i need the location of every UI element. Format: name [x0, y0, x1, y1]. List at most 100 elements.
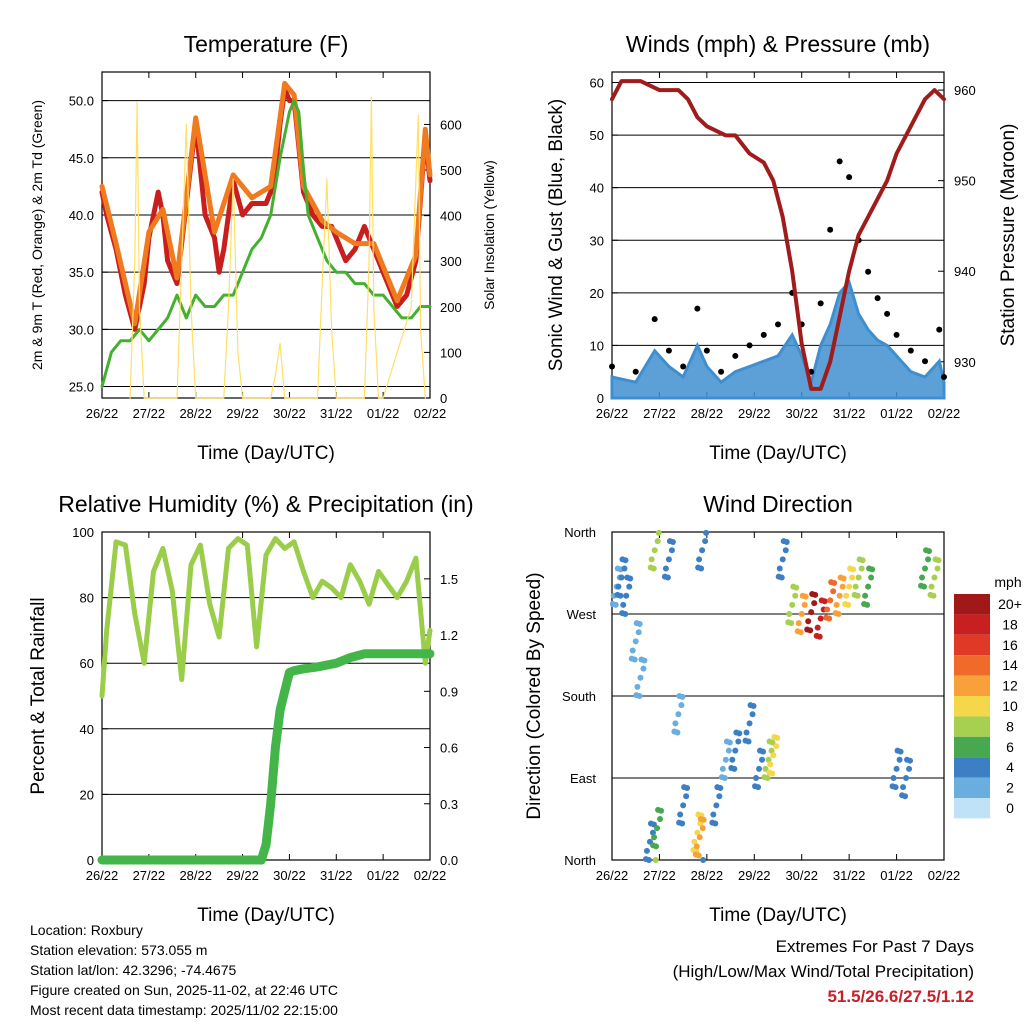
direction-point	[626, 583, 633, 590]
direction-point	[725, 747, 732, 754]
y-tick-label: 45.0	[69, 151, 94, 166]
y-right-tick-label: 0.9	[440, 684, 458, 699]
x-axis-label: Time (Day/UTC)	[709, 443, 847, 464]
legend-label: 8	[1006, 718, 1014, 734]
series-rh	[99, 536, 433, 699]
direction-point	[679, 693, 686, 700]
legend-label: 0	[1006, 800, 1014, 816]
direction-point	[634, 683, 641, 690]
direction-point	[812, 591, 819, 598]
direction-point	[699, 825, 706, 832]
legend-swatch	[954, 777, 990, 798]
chart-title: Winds (mph) & Pressure (mb)	[626, 31, 930, 57]
chart-title: Temperature (F)	[184, 31, 349, 57]
direction-point	[695, 852, 702, 859]
direction-point	[621, 565, 628, 572]
x-tick-label: 31/22	[320, 406, 353, 421]
direction-point	[795, 620, 802, 627]
legend-swatch	[954, 634, 990, 656]
y-tick-label: North	[564, 853, 596, 868]
gust-point	[760, 331, 767, 338]
gust-point	[746, 342, 753, 349]
direction-point	[902, 793, 909, 800]
direction-point	[890, 775, 897, 781]
direction-point	[645, 857, 652, 863]
direction-point	[764, 775, 771, 781]
direction-point	[627, 575, 634, 582]
direction-point	[767, 761, 774, 768]
direction-point	[783, 539, 790, 546]
direction-point	[629, 647, 636, 654]
direction-point	[865, 583, 872, 590]
series-pressure	[610, 79, 946, 391]
direction-point	[776, 565, 783, 572]
y-tick-label: 40	[80, 722, 94, 737]
legend-swatch	[954, 736, 990, 758]
plot-frame	[611, 71, 945, 399]
x-tick-label: 29/22	[226, 406, 259, 421]
y-tick-label: West	[567, 607, 597, 622]
direction-point	[622, 557, 629, 564]
y-tick-label: 0	[87, 853, 94, 868]
direction-point	[678, 702, 685, 709]
direction-point	[721, 775, 728, 781]
direction-point	[640, 665, 647, 672]
extremes-block: Extremes For Past 7 Days (High/Low/Max W…	[673, 934, 974, 1009]
gust-point	[874, 295, 881, 302]
direction-point	[862, 592, 869, 599]
direction-point	[657, 816, 664, 822]
direction-point	[612, 601, 619, 608]
x-tick-label: 27/22	[133, 868, 166, 883]
panel-winds: Winds (mph) & Pressure (mb) Time (Day/UTC…	[546, 31, 1019, 464]
direction-point	[892, 784, 899, 791]
y-axis-label: 2m & 9m T (Red, Orange) & 2m Td (Green)	[29, 100, 45, 370]
direction-point	[807, 627, 814, 634]
direction-point	[750, 703, 757, 710]
y-tick-label: 40	[590, 181, 604, 196]
direction-point	[691, 838, 698, 845]
station-location: Location: Roxbury	[30, 922, 143, 938]
y-tick-label: South	[562, 689, 596, 704]
direction-point	[680, 802, 687, 809]
x-axis-label: Time (Day/UTC)	[197, 443, 335, 464]
direction-point	[658, 807, 665, 814]
extremes-title: Extremes For Past 7 Days	[775, 937, 974, 956]
direction-point	[935, 557, 942, 564]
x-tick-label: 29/22	[226, 868, 259, 883]
y-right-tick-label: 0.3	[440, 797, 458, 812]
x-tick-label: 30/22	[273, 868, 306, 883]
direction-point	[907, 757, 914, 764]
direction-point	[622, 611, 629, 617]
gust-point	[817, 300, 824, 307]
x-tick-label: 30/22	[785, 868, 818, 883]
direction-point	[808, 609, 815, 616]
direction-point	[683, 793, 690, 800]
panel-temperature: Temperature (F) Time (Day/UTC) 26/22 27/22 2…	[29, 31, 497, 464]
y-right-tick-label: 0.0	[440, 853, 458, 868]
legend-swatch	[954, 696, 990, 717]
x-tick-label: 26/22	[596, 868, 629, 883]
x-tick-label: 29/22	[738, 406, 771, 421]
direction-point	[753, 775, 760, 781]
direction-point	[897, 748, 904, 755]
direction-point	[869, 566, 876, 573]
direction-point	[745, 738, 752, 745]
station-elevation: Station elevation: 573.055 m	[30, 942, 208, 958]
x-tick-label: 28/22	[179, 406, 212, 421]
direction-point	[855, 574, 862, 581]
x-tick-label: 30/22	[273, 406, 306, 421]
y-right-axis-label: Solar Insolation (Yellow)	[481, 160, 497, 310]
gust-point	[827, 226, 834, 233]
y-right-tick-label: 960	[954, 83, 976, 98]
x-tick-label: 02/22	[414, 406, 447, 421]
extremes-subtitle: (High/Low/Max Wind/Total Precipitation)	[672, 962, 974, 981]
direction-point	[654, 538, 661, 545]
direction-point	[854, 592, 861, 599]
direction-point	[779, 556, 786, 563]
recent-timestamp: Most recent data timestamp: 2025/11/02 2…	[30, 1002, 338, 1018]
y-axis-label: Direction (Colored By Speed)	[524, 572, 545, 819]
direction-point	[716, 793, 723, 800]
series-temp_9m	[99, 80, 433, 327]
direction-point	[798, 611, 805, 617]
legend-label: 14	[1002, 657, 1018, 673]
